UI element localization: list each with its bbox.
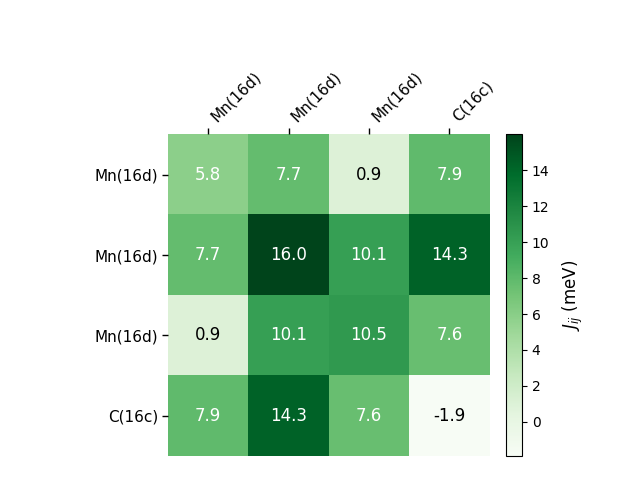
- Text: 0.9: 0.9: [195, 326, 221, 345]
- Text: 10.1: 10.1: [351, 246, 387, 264]
- Text: 7.6: 7.6: [436, 326, 463, 345]
- Text: 0.9: 0.9: [356, 166, 382, 184]
- Text: 7.9: 7.9: [436, 166, 463, 184]
- Text: 14.3: 14.3: [431, 246, 468, 264]
- Y-axis label: $J_{ij}$ (meV): $J_{ij}$ (meV): [561, 260, 585, 331]
- Text: 16.0: 16.0: [270, 246, 307, 264]
- Text: -1.9: -1.9: [433, 407, 465, 425]
- Text: 7.9: 7.9: [195, 407, 221, 425]
- Text: 5.8: 5.8: [195, 166, 221, 184]
- Text: 10.1: 10.1: [270, 326, 307, 345]
- Text: 7.7: 7.7: [275, 166, 301, 184]
- Text: 14.3: 14.3: [270, 407, 307, 425]
- Text: 10.5: 10.5: [351, 326, 387, 345]
- Text: 7.6: 7.6: [356, 407, 382, 425]
- Text: 7.7: 7.7: [195, 246, 221, 264]
